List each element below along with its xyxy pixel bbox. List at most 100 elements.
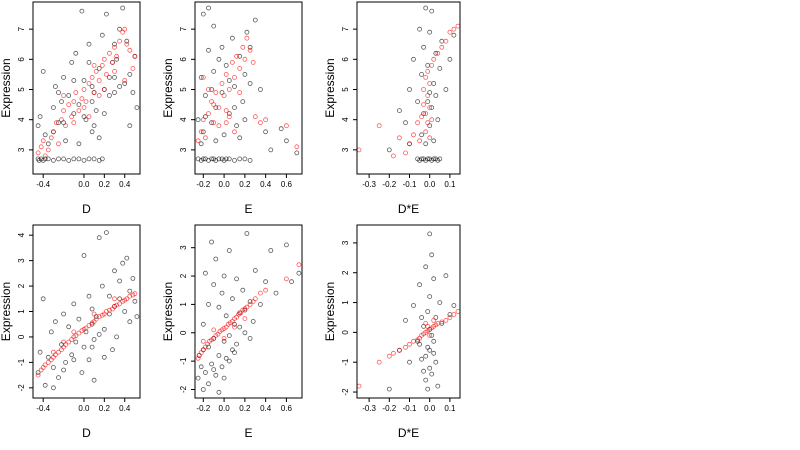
data-point [86,60,92,65]
data-point [96,331,102,337]
data-point [122,26,128,32]
data-point [429,332,435,338]
data-point [114,53,119,59]
data-point [237,324,243,330]
data-point [232,105,237,110]
data-point [198,350,204,356]
x-tick-label: 0.4 [260,404,272,413]
data-point [421,44,427,50]
data-point [216,123,222,129]
data-point [66,157,72,163]
data-point [73,50,79,56]
data-point [403,344,408,350]
data-point [244,29,250,35]
data-point [45,141,51,147]
data-point [99,63,105,68]
data-point [61,108,66,113]
data-point [89,306,95,312]
data-point [216,389,222,395]
data-point [99,156,105,162]
data-point [247,301,253,307]
data-point [114,334,119,340]
data-point [229,296,235,302]
data-point [42,382,48,388]
x-axis-label: D*E [398,202,419,216]
data-point [226,248,232,253]
data-point [263,129,269,135]
data-point [229,347,235,353]
data-point [124,296,130,302]
data-point [226,87,232,92]
data-point [200,129,206,135]
data-point [252,17,258,23]
data-point [61,75,66,80]
data-point [252,114,258,120]
data-point [76,141,82,147]
data-point [117,38,122,44]
x-tick-label: -0.3 [362,404,376,413]
data-point [386,353,392,359]
data-point [211,120,217,126]
data-point [202,93,208,98]
data-point [209,87,215,92]
data-point [283,242,289,248]
data-point [104,309,109,314]
data-point [79,370,85,376]
y-tick-label: 3 [341,240,350,245]
data-point [213,90,219,95]
data-point [56,141,61,147]
data-point [419,315,425,320]
y-tick-label: 3 [179,245,188,250]
x-tick-label: 0.2 [239,404,251,413]
data-point [93,108,99,113]
data-point [390,153,396,159]
data-point [35,123,41,129]
data-point [86,293,92,299]
data-point [42,153,48,159]
data-point [200,11,206,17]
data-point [221,335,227,341]
data-point [234,341,240,347]
data-point [45,359,51,365]
plot-frame [32,224,141,399]
series-1 [35,230,140,391]
data-point [76,108,82,113]
data-point [455,309,461,314]
data-point [213,372,219,378]
data-point [237,53,243,59]
data-point [429,63,435,68]
x-tick-label: -0.2 [196,180,210,189]
data-point [425,120,431,126]
data-point [407,341,412,347]
data-point [209,120,215,126]
data-point [101,87,107,92]
data-point [45,147,51,153]
data-point [443,38,449,44]
data-point [263,117,269,123]
data-point [130,66,136,71]
data-point [431,338,437,344]
data-point [211,327,217,333]
data-point [240,44,246,50]
data-point [411,338,416,344]
data-point [56,90,61,95]
data-point [35,370,41,376]
x-axis-label: E [244,426,252,440]
scatter-panel-4: -0.4 0.0 0.2 0.4 -2 -1 0 1 2 3 4 D Expression [0,224,141,440]
data-point [419,132,425,138]
data-point [51,105,56,110]
data-point [107,93,112,98]
y-tick-label: 1 [179,302,188,307]
plot-frame [194,1,303,175]
data-point [69,114,75,120]
data-point [63,123,68,129]
y-tick-label: 0 [341,330,350,335]
series-2 [35,26,138,159]
data-point [71,78,77,83]
data-point [451,32,457,38]
data-point [42,156,48,162]
data-point [56,349,61,355]
data-point [213,138,219,144]
data-point [112,44,117,50]
